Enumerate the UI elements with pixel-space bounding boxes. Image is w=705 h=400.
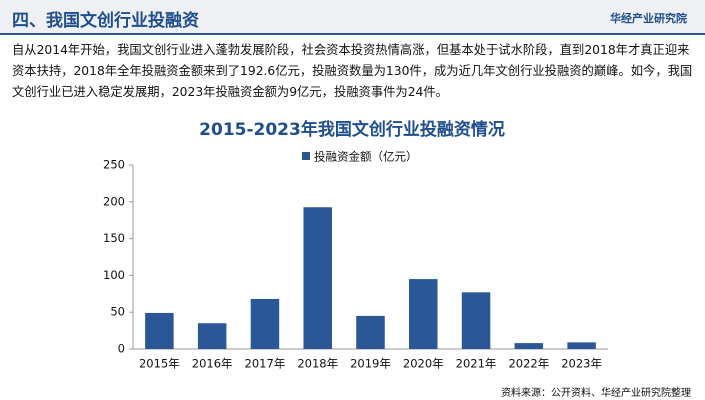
y-tick-label: 50 [110,305,125,319]
bar [250,298,280,349]
bar [409,279,438,349]
x-tick-label: 2015年 [139,357,180,371]
y-tick-label: 250 [103,158,125,172]
x-tick-label: 2016年 [192,357,233,371]
header: 四、我国文创行业投融资 华经产业研究院 [0,0,705,35]
bar [461,292,491,349]
paragraph: 自从2014年开始，我国文创行业进入蓬勃发展阶段，社会资本投资热情高涨，但基本处… [12,43,693,99]
x-tick-label: 2020年 [403,357,444,371]
y-tick-label: 0 [118,342,125,356]
y-tick-label: 150 [103,231,125,245]
x-tick-label: 2018年 [297,357,338,371]
bar [514,343,544,349]
bar [356,315,385,349]
legend-swatch [302,152,310,160]
brand: 华经产业研究院 [610,12,687,25]
x-tick-label: 2021年 [456,357,497,371]
x-tick-label: 2023年 [561,357,602,371]
bar [567,342,596,349]
y-tick-label: 200 [103,194,125,208]
bar [197,323,227,349]
x-tick-label: 2017年 [245,357,286,371]
bar [145,312,174,349]
y-tick-label: 100 [103,268,125,282]
source: 资料来源：公开资料、华经产业研究院整理 [501,388,691,399]
x-tick-label: 2022年 [508,357,549,371]
x-tick-label: 2019年 [350,357,391,371]
header-title: 四、我国文创行业投融资 [12,11,199,31]
chart-title: 2015-2023年我国文创行业投融资情况 [199,119,505,140]
legend-label: 投融资金额（亿元） [314,150,418,164]
bar [303,207,332,349]
